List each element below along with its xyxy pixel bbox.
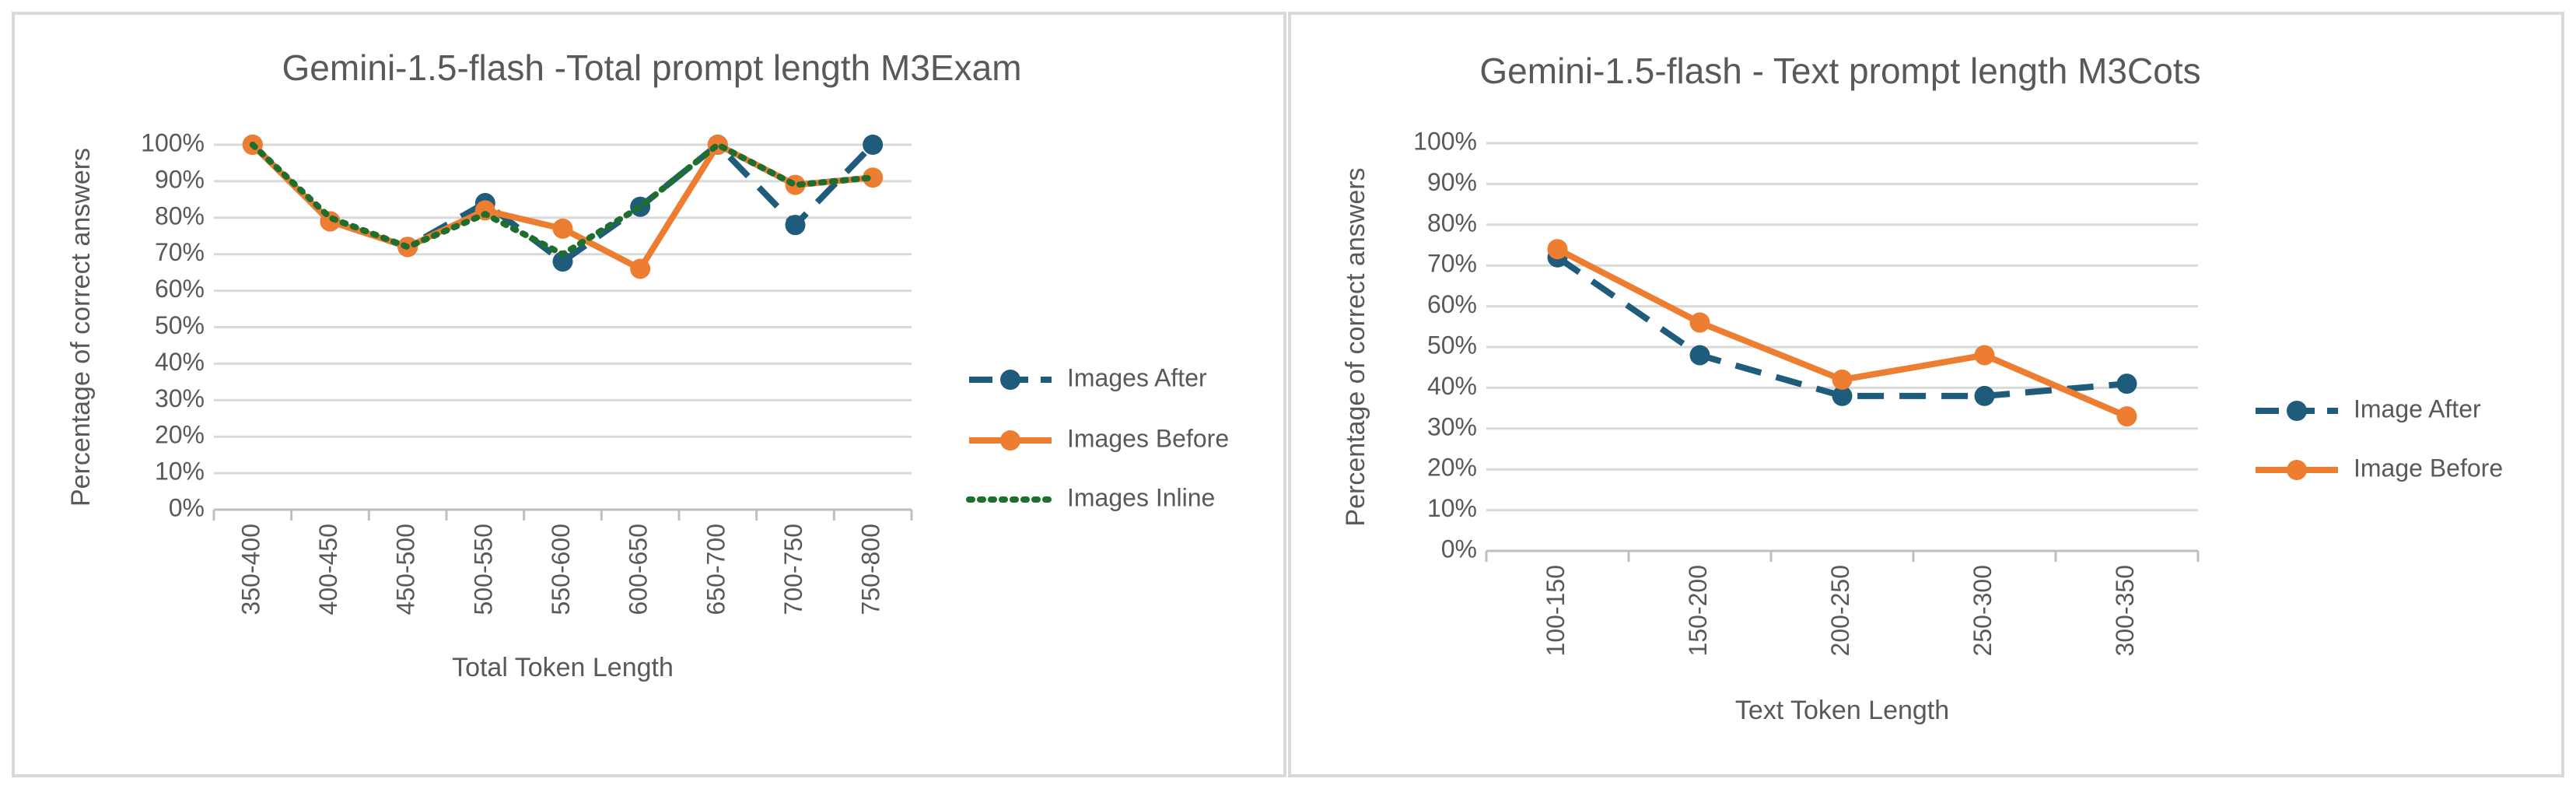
- y-tick-label: 30%: [155, 384, 205, 412]
- y-tick-label: 20%: [1427, 454, 1477, 482]
- y-tick-label: 80%: [155, 202, 205, 230]
- y-tick-label: 100%: [1413, 127, 1477, 155]
- y-tick-label: 50%: [155, 311, 205, 339]
- x-tick-label: 750-800: [857, 524, 885, 615]
- series-line: [249, 142, 877, 258]
- data-point: [1832, 369, 1853, 390]
- y-tick-label: 60%: [155, 275, 205, 303]
- y-tick-label: 90%: [155, 165, 205, 193]
- x-tick-label: 500-550: [469, 524, 497, 615]
- x-tick-label: 550-600: [547, 524, 575, 615]
- y-axis-title: Percentage of correct answers: [66, 148, 96, 507]
- y-tick-label: 70%: [1427, 250, 1477, 278]
- legend-label: Images After: [1067, 363, 1207, 391]
- x-tick-label: 250-300: [1969, 565, 1997, 656]
- data-point: [2116, 406, 2137, 427]
- legend-marker: [2287, 460, 2307, 480]
- x-tick-label: 100-150: [1542, 565, 1570, 656]
- x-tick-label: 650-700: [702, 524, 730, 615]
- data-point: [863, 167, 884, 188]
- data-point: [552, 251, 573, 272]
- y-tick-label: 30%: [1427, 412, 1477, 440]
- x-tick-label: 350-400: [236, 524, 264, 615]
- y-tick-label: 50%: [1427, 331, 1477, 359]
- legend-marker: [1000, 370, 1020, 390]
- y-tick-label: 60%: [1427, 290, 1477, 318]
- legend-marker: [2287, 401, 2307, 421]
- y-tick-label: 100%: [141, 128, 205, 156]
- chart-panel: [12, 12, 1286, 777]
- data-point: [1547, 239, 1568, 260]
- x-tick-label: 450-500: [392, 524, 420, 615]
- y-axis-title: Percentage of correct answers: [1341, 167, 1370, 526]
- series-line: [1556, 254, 2127, 399]
- x-tick-label: 400-450: [314, 524, 342, 615]
- y-tick-label: 10%: [155, 458, 205, 486]
- y-tick-label: 70%: [155, 238, 205, 266]
- legend-marker: [1000, 430, 1020, 451]
- x-axis-title: Text Token Length: [1735, 696, 1949, 725]
- data-point: [707, 135, 728, 155]
- x-axis-title: Total Token Length: [452, 653, 674, 682]
- legend-label: Image After: [2354, 394, 2481, 423]
- data-point: [1974, 345, 1995, 366]
- data-point: [552, 218, 573, 239]
- y-tick-label: 40%: [155, 348, 205, 376]
- data-point: [1974, 385, 1995, 406]
- x-tick-label: 300-350: [2111, 565, 2139, 656]
- x-tick-label: 150-200: [1684, 565, 1712, 656]
- y-tick-label: 20%: [155, 421, 205, 449]
- data-point: [785, 215, 806, 236]
- y-tick-label: 40%: [1427, 372, 1477, 400]
- chart-title: Gemini-1.5-flash -Total prompt length M3…: [282, 47, 1021, 88]
- data-point: [2116, 373, 2137, 394]
- chart-title: Gemini-1.5-flash - Text prompt length M3…: [1479, 51, 2200, 91]
- x-tick-label: 700-750: [779, 524, 807, 615]
- data-point: [863, 135, 884, 155]
- y-tick-label: 80%: [1427, 209, 1477, 237]
- y-tick-label: 90%: [1427, 168, 1477, 196]
- data-point: [1689, 312, 1710, 333]
- legend-label: Images Inline: [1067, 483, 1215, 511]
- legend-label: Image Before: [2354, 454, 2503, 482]
- y-tick-label: 0%: [1441, 535, 1477, 563]
- x-tick-label: 600-650: [625, 524, 653, 615]
- x-tick-label: 200-250: [1826, 565, 1854, 656]
- y-tick-label: 0%: [169, 493, 205, 521]
- legend-label: Images Before: [1067, 424, 1229, 452]
- data-point: [1832, 385, 1853, 406]
- data-point: [474, 200, 495, 221]
- y-tick-label: 10%: [1427, 494, 1477, 522]
- chart-panel: [1288, 12, 2564, 777]
- data-point: [1689, 345, 1710, 366]
- data-point: [630, 258, 651, 279]
